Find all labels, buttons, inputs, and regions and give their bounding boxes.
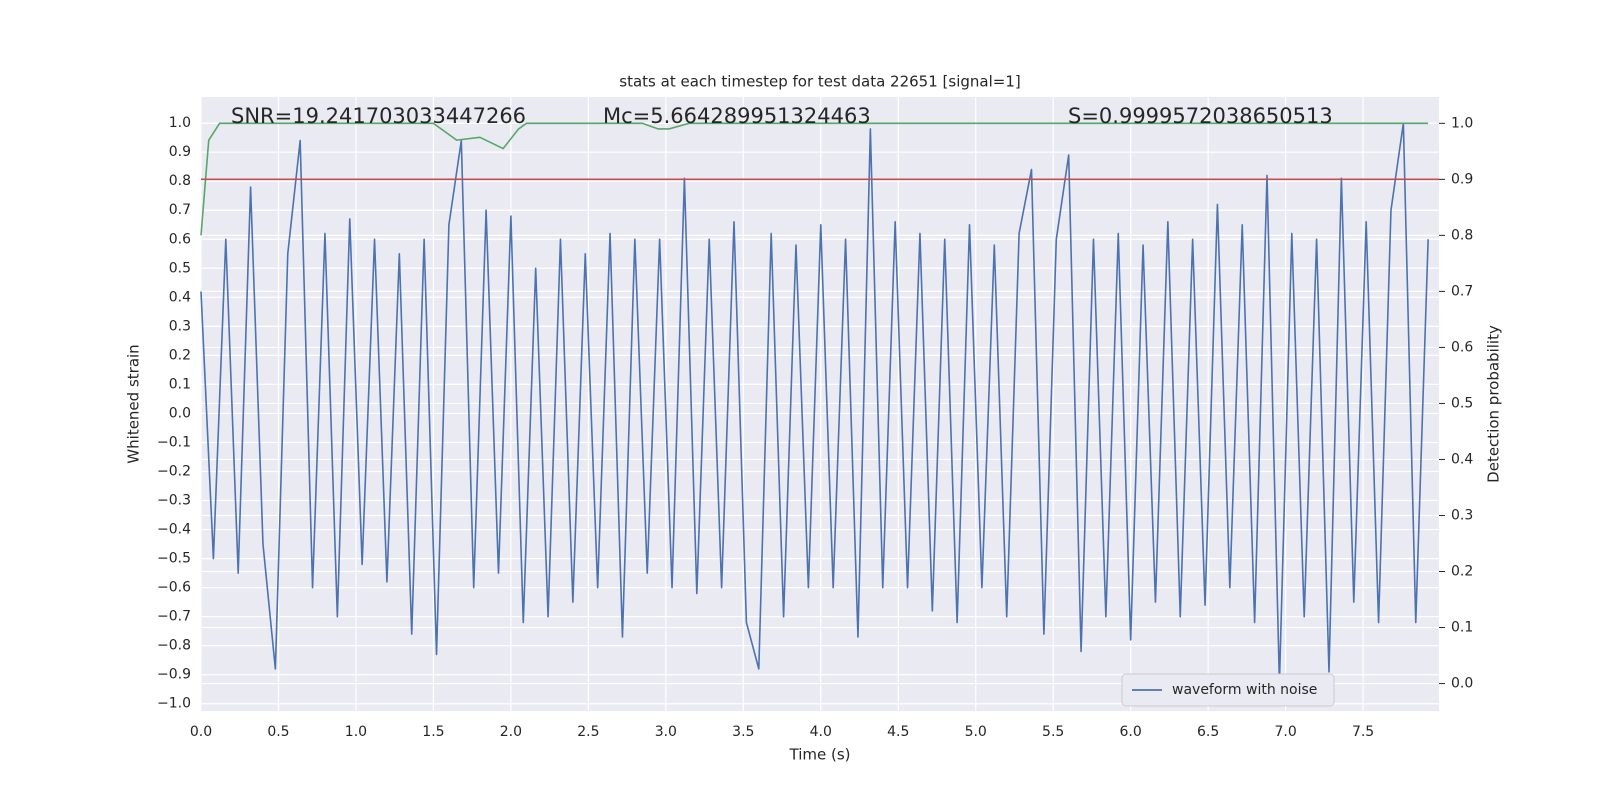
x-tick-label: 0.0 xyxy=(190,724,212,740)
series-line xyxy=(200,122,1429,685)
y-tick-label: 0.4 xyxy=(169,289,191,305)
x-tick-label: 5.0 xyxy=(965,724,987,740)
annotation: S=0.9999572038650513 xyxy=(1068,104,1333,128)
y-tick-label: 0.8 xyxy=(169,173,191,189)
y2-tick-label: 0.5 xyxy=(1451,395,1473,411)
x-tick-label: 2.0 xyxy=(500,724,522,740)
x-tick-label: 3.0 xyxy=(655,724,677,740)
y2-axis-label: Detection probability xyxy=(1485,325,1503,483)
x-tick-label: 2.5 xyxy=(577,724,599,740)
y2-tick-label: 0.9 xyxy=(1451,171,1473,187)
y2-tick-label: 1.0 xyxy=(1451,115,1473,131)
y-tick-label: −1.0 xyxy=(157,696,191,712)
x-tick-label: 6.0 xyxy=(1120,724,1142,740)
y-tick-label: −0.2 xyxy=(157,463,191,479)
x-tick-label: 3.5 xyxy=(732,724,754,740)
y-tick-label: 0.1 xyxy=(169,376,191,392)
y-tick-label: 0.0 xyxy=(169,405,191,421)
y2-tick-label: 0.7 xyxy=(1451,283,1473,299)
y-tick-label: 1.0 xyxy=(169,115,191,131)
y-tick-label: 0.5 xyxy=(169,260,191,276)
y-tick-label: 0.2 xyxy=(169,347,191,363)
y-tick-label: −0.4 xyxy=(157,522,191,538)
y-tick-label: −0.6 xyxy=(157,580,191,596)
y2-tick-label: 0.3 xyxy=(1451,507,1473,523)
x-tick-label: 4.5 xyxy=(887,724,909,740)
legend-box xyxy=(1121,673,1335,707)
x-axis-label: Time (s) xyxy=(789,746,851,764)
y-axis-label: Whitened strain xyxy=(125,344,143,463)
y-tick-label: −0.9 xyxy=(157,667,191,683)
annotation: SNR=19.241703033447266 xyxy=(231,104,526,128)
x-tick-label: 7.5 xyxy=(1352,724,1374,740)
x-tick-label: 5.5 xyxy=(1042,724,1064,740)
x-tick-label: 7.0 xyxy=(1274,724,1296,740)
chart-title: stats at each timestep for test data 226… xyxy=(619,73,1020,91)
x-tick-label: 1.0 xyxy=(345,724,367,740)
y-tick-label: −0.5 xyxy=(157,551,191,567)
y-tick-label: −0.7 xyxy=(157,609,191,625)
x-tick-label: 1.5 xyxy=(422,724,444,740)
y2-tick-label: 0.0 xyxy=(1451,676,1473,692)
y2-tick-label: 0.6 xyxy=(1451,339,1473,355)
series-line xyxy=(200,122,1429,236)
x-tick-label: 0.5 xyxy=(267,724,289,740)
y-tick-label: −0.3 xyxy=(157,493,191,509)
y2-tick-label: 0.4 xyxy=(1451,451,1473,467)
y-tick-label: 0.7 xyxy=(169,202,191,218)
annotation: Mc=5.664289951324463 xyxy=(603,104,871,128)
x-tick-label: 6.5 xyxy=(1197,724,1219,740)
y-tick-label: −0.1 xyxy=(157,434,191,450)
y-tick-label: −0.8 xyxy=(157,638,191,654)
y-tick-label: 0.3 xyxy=(169,318,191,334)
y-tick-label: 0.9 xyxy=(169,144,191,160)
x-tick-label: 4.0 xyxy=(810,724,832,740)
y-tick-label: 0.6 xyxy=(169,231,191,247)
y2-tick-label: 0.8 xyxy=(1451,227,1473,243)
y2-tick-label: 0.1 xyxy=(1451,620,1473,636)
legend-label: waveform with noise xyxy=(1172,682,1317,698)
y2-tick-label: 0.2 xyxy=(1451,564,1473,580)
